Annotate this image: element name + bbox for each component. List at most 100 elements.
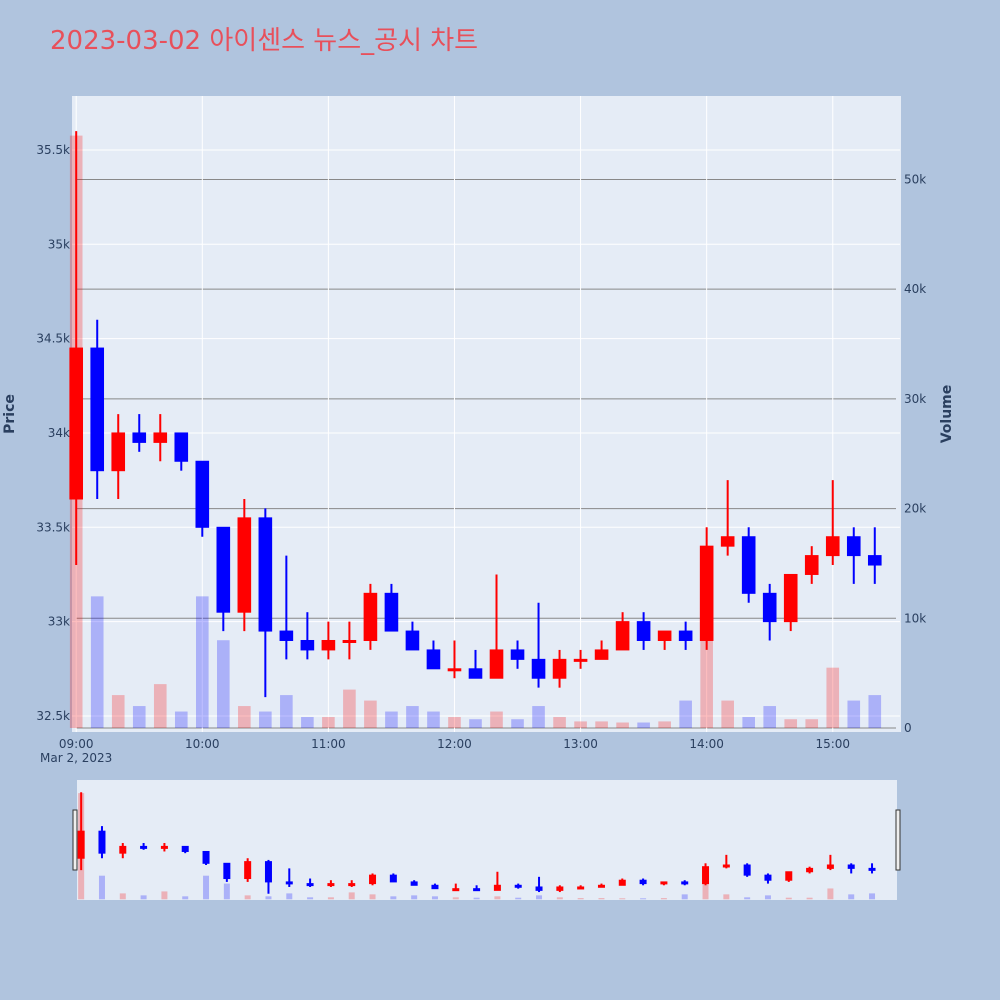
slider-candle-body [369,874,377,885]
y-tick-label: 32.5k [36,709,70,723]
slider-volume-bar [660,898,667,900]
candle-body [132,432,147,443]
x-tick-label: 11:00 [311,737,346,751]
slider-volume-bar [203,875,210,900]
x-tick-label: 15:00 [815,737,850,751]
candle-body [216,526,231,613]
slider-volume-bar [536,895,543,900]
slider-candle-body [806,867,814,873]
volume-bar [826,667,840,728]
slider-candle-body [98,830,106,854]
volume-bar [616,722,629,728]
volume-bar [679,700,692,728]
slider-candle-body [535,886,543,891]
y-tick-label: 34.5k [36,332,70,346]
candle-body [678,630,693,641]
candle-body [615,621,630,651]
slider-handle-left [72,809,78,871]
slider-volume-bar [764,895,771,900]
candle-body [321,639,336,651]
slider-volume-bar [98,875,105,900]
candle-body [552,658,567,679]
plot-area [72,96,901,732]
candle-body [111,432,126,472]
slider-volume-bar [431,896,438,900]
y2-tick-label: 40k [904,282,926,296]
slider-volume-bar [702,881,709,900]
slider-volume-bar [140,895,147,900]
candle-body [489,649,504,679]
volume-bar [469,719,482,728]
candle-body [741,536,756,594]
slider-volume-bar [723,894,730,900]
volume-bar [448,717,461,728]
slider-volume-bar [827,888,834,900]
candle-body [657,630,672,641]
slider-candle-body [452,888,460,892]
slider-volume-bar [390,896,397,900]
slider-candle-body [202,850,210,864]
slider-volume-bar [265,896,272,900]
volume-bar [721,700,734,728]
slider-candle-body [77,830,85,859]
candle-body [258,517,273,632]
slider-candle-body [681,881,689,885]
candle-body [342,639,357,643]
x-tick-label: 10:00 [185,737,220,751]
slider-volume-bar [307,897,314,900]
y2-tick-label: 50k [904,172,926,186]
slider-candle-body [244,861,252,880]
slider-volume-bar [494,896,501,900]
slider-candle-body [389,874,397,883]
slider-volume-bar [598,898,605,900]
slider-candle-body [639,879,647,885]
slider-handle-right [895,809,901,871]
slider-candle-body [847,864,855,869]
y2-tick-label: 10k [904,611,926,625]
volume-bar [700,629,713,728]
volume-bar [343,689,356,728]
slider-volume-bar [473,897,480,900]
slider-candle-body [826,864,834,869]
slider-candle-body [764,874,772,881]
y-tick-label: 35.5k [36,143,70,157]
slider-volume-bar [348,892,355,900]
slider-candle-body [119,845,127,854]
candle-body [783,573,798,623]
slider-candle-body [743,864,751,876]
volume-bar [385,711,398,728]
candle-body [846,536,861,557]
range-slider[interactable] [77,780,897,900]
volume-bar [553,717,566,728]
y2-tick-label: 30k [904,392,926,406]
candle-body [405,630,420,651]
slider-volume-bar [744,897,751,900]
candle-body [468,668,483,679]
volume-bar [111,695,125,728]
slider-candle-body [264,861,272,883]
slider-candle-body [160,845,168,849]
slider-volume-bar [182,896,189,900]
volume-bar [511,719,524,728]
candle-body [237,517,252,613]
slider-volume-bar [286,893,293,900]
volume-bar [574,721,587,728]
slider-volume-bar [681,894,688,900]
y-tick-label: 35k [48,237,70,251]
slider-candle-body [493,884,501,891]
slider-candle-body [181,845,189,852]
candle-body [594,649,609,660]
candle-body [636,621,651,641]
volume-bar [868,695,882,728]
volume-bar [132,706,146,728]
y2-tick-label: 20k [904,502,926,516]
candle-body [300,639,315,651]
slider-candle-body [223,862,231,880]
volume-bar [532,706,545,728]
y2-tick-label: 0 [904,721,912,735]
candle-body [174,432,189,462]
candle-body [510,649,525,660]
candle-body [762,592,777,623]
volume-bar [301,717,314,728]
